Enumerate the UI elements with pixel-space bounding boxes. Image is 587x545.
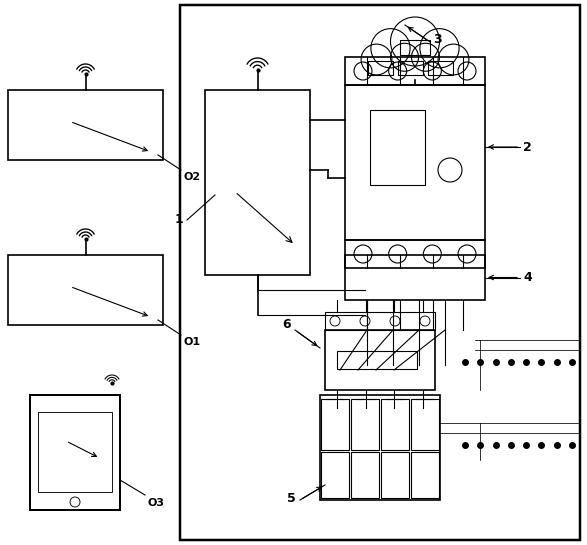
Text: 5: 5	[287, 492, 296, 505]
Text: O2: O2	[183, 172, 200, 182]
Bar	[345, 57, 485, 85]
Bar	[30, 395, 120, 510]
Text: 2: 2	[523, 141, 532, 154]
Text: O1: O1	[183, 337, 200, 347]
Bar	[320, 395, 440, 500]
Text: O3: O3	[147, 498, 164, 508]
Text: 1: 1	[174, 213, 183, 226]
Bar	[428, 61, 453, 75]
Bar	[38, 412, 112, 492]
Bar	[351, 452, 379, 498]
Bar	[180, 5, 580, 540]
Bar	[381, 399, 409, 450]
Bar	[351, 399, 379, 450]
Bar	[400, 40, 430, 55]
Bar	[411, 399, 439, 450]
Bar	[368, 61, 393, 75]
Text: 6: 6	[282, 318, 291, 331]
Bar	[8, 90, 163, 160]
Bar	[8, 255, 163, 325]
Bar	[398, 61, 423, 75]
Text: 4: 4	[523, 271, 532, 284]
Text: 3: 3	[433, 33, 441, 46]
Bar	[370, 110, 425, 185]
Bar	[337, 351, 417, 369]
Bar	[381, 452, 409, 498]
Bar	[345, 240, 485, 268]
Bar	[321, 399, 349, 450]
Bar	[345, 255, 485, 300]
Bar	[411, 452, 439, 498]
Bar	[345, 85, 485, 240]
Bar	[325, 312, 435, 330]
Bar	[321, 452, 349, 498]
Bar	[205, 90, 310, 275]
Bar	[325, 330, 435, 390]
